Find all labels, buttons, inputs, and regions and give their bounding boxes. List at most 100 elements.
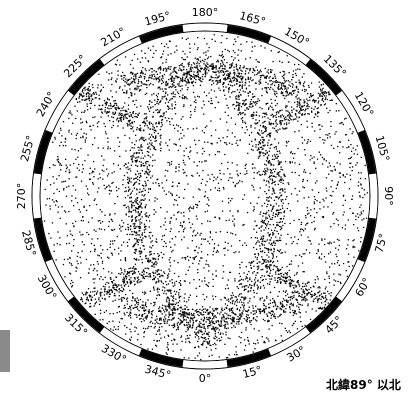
track-dot — [70, 233, 72, 235]
track-dot — [117, 306, 120, 308]
track-dot — [233, 353, 236, 356]
track-dot — [197, 340, 199, 343]
track-dot — [149, 254, 151, 256]
track-dot — [318, 256, 321, 258]
track-dot — [211, 173, 213, 176]
track-dot — [277, 215, 279, 217]
track-dot — [273, 249, 275, 251]
track-dot — [235, 304, 238, 307]
track-dot — [279, 88, 281, 90]
track-dot — [194, 110, 196, 113]
track-dot — [134, 227, 136, 229]
track-dot — [160, 126, 162, 128]
track-dot — [228, 87, 230, 89]
track-dot — [180, 320, 182, 322]
track-dot — [255, 111, 258, 113]
track-dot — [192, 128, 194, 130]
track-dot — [188, 259, 190, 261]
track-dot — [80, 128, 82, 130]
track-dot — [75, 117, 77, 120]
track-dot — [166, 309, 168, 311]
track-dot — [320, 258, 322, 260]
track-dot — [108, 193, 111, 195]
track-dot — [280, 199, 282, 201]
track-dot — [232, 90, 234, 93]
track-dot — [172, 314, 174, 316]
track-dot — [85, 120, 87, 122]
track-dot — [148, 174, 150, 176]
track-dot — [158, 319, 161, 321]
track-dot — [155, 122, 157, 124]
track-dot — [250, 77, 252, 79]
track-dot — [245, 266, 247, 268]
track-dot — [190, 64, 193, 66]
track-dot — [138, 213, 140, 215]
track-dot — [177, 130, 179, 132]
track-dot — [324, 288, 326, 290]
track-dot — [260, 139, 262, 141]
track-dot — [268, 176, 270, 179]
track-dot — [278, 150, 280, 152]
track-dot — [130, 181, 132, 183]
track-dot — [249, 284, 251, 286]
track-dot — [308, 239, 310, 242]
track-dot — [215, 326, 217, 328]
track-dot — [336, 255, 338, 258]
track-dot — [276, 225, 278, 227]
track-dot — [304, 300, 307, 302]
track-dot — [165, 111, 167, 113]
track-dot — [282, 202, 284, 204]
track-dot — [122, 184, 124, 186]
track-dot — [115, 102, 117, 105]
track-dot — [296, 94, 298, 96]
track-dot — [266, 315, 269, 317]
track-dot — [185, 312, 187, 314]
track-dot — [96, 270, 98, 272]
track-dot — [280, 335, 282, 337]
track-dot — [144, 207, 146, 209]
track-dot — [269, 136, 271, 138]
track-dot — [317, 278, 319, 280]
track-dot — [348, 158, 350, 160]
track-dot — [192, 321, 195, 323]
track-dot — [264, 342, 266, 344]
track-dot — [139, 176, 141, 179]
track-dot — [259, 312, 261, 315]
track-dot — [240, 113, 242, 115]
track-dot — [213, 176, 215, 178]
track-dot — [184, 258, 187, 260]
track-dot — [160, 322, 162, 325]
track-dot — [91, 217, 93, 219]
track-dot — [238, 76, 241, 78]
track-dot — [158, 328, 160, 331]
track-dot — [295, 291, 297, 294]
track-dot — [181, 312, 184, 314]
track-dot — [144, 171, 147, 173]
track-dot — [271, 158, 274, 160]
track-dot — [279, 109, 281, 112]
track-dot — [229, 73, 231, 75]
track-dot — [126, 172, 128, 174]
track-dot — [200, 344, 203, 346]
track-dot — [270, 310, 273, 312]
track-dot — [141, 241, 143, 244]
track-dot — [262, 310, 264, 312]
track-dot — [184, 79, 186, 82]
track-dot — [278, 180, 280, 182]
track-dot — [169, 265, 172, 267]
track-dot — [167, 305, 169, 307]
track-dot — [145, 118, 147, 120]
track-dot — [167, 101, 170, 103]
track-dot — [130, 71, 132, 73]
track-dot — [267, 321, 269, 323]
track-dot — [124, 190, 126, 193]
track-dot — [220, 42, 222, 44]
track-dot — [197, 72, 199, 74]
track-dot — [126, 92, 128, 94]
track-dot — [146, 267, 148, 269]
track-dot — [69, 230, 71, 232]
track-dot — [213, 243, 216, 245]
track-dot — [235, 299, 238, 301]
track-dot — [124, 75, 126, 77]
track-dot — [249, 68, 251, 70]
